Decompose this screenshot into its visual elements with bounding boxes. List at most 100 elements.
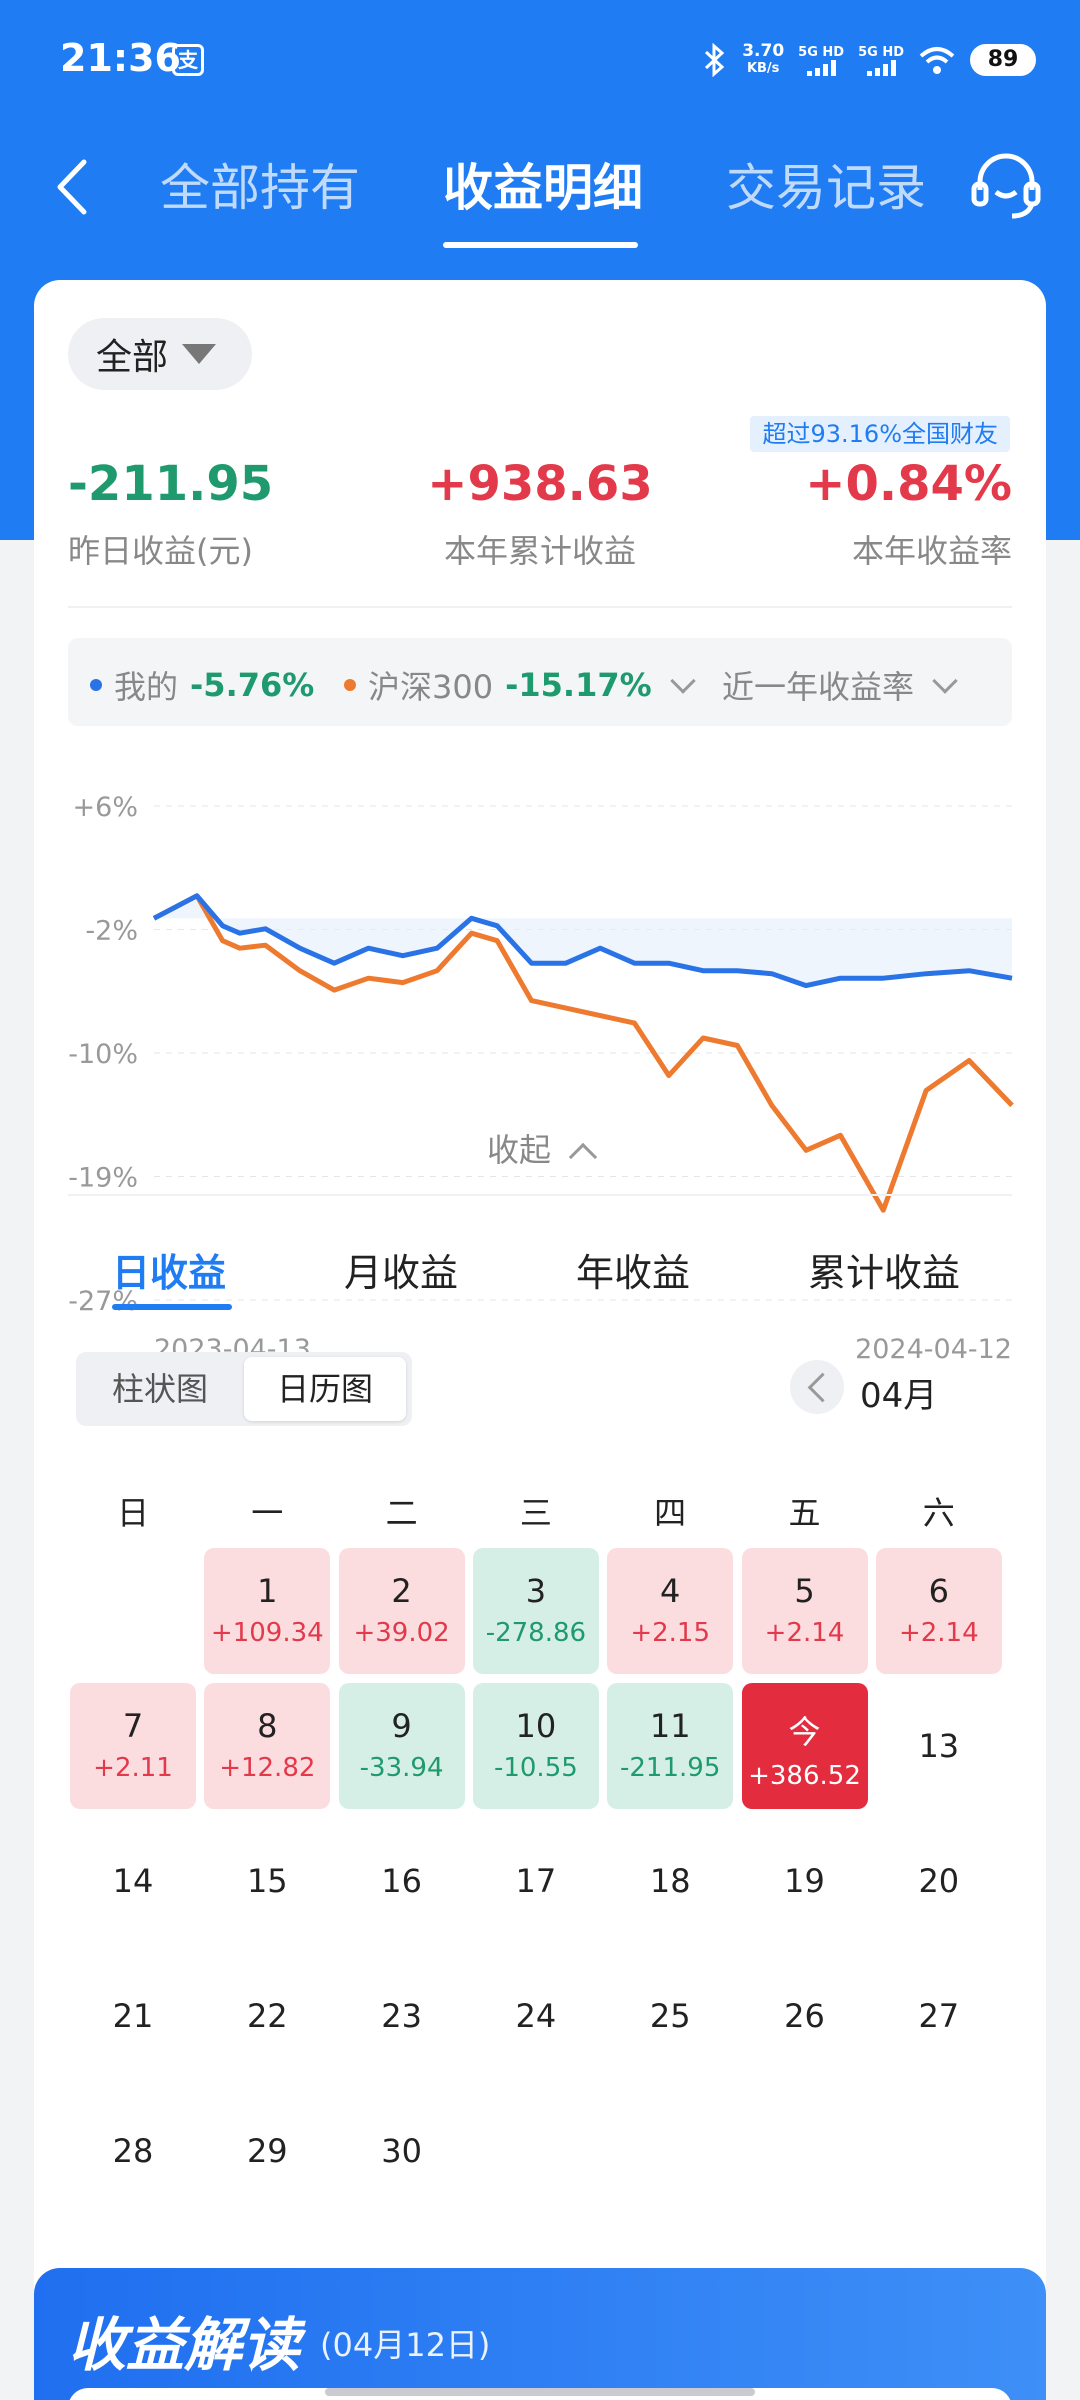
calendar-day[interactable]: 6 +2.14 <box>875 1548 1002 1674</box>
calendar-view-option[interactable]: 日历图 <box>244 1357 406 1421</box>
calendar-day-amount: +2.14 <box>898 1618 979 1648</box>
calendar-day[interactable]: 19 <box>742 1818 868 1944</box>
calendar-day[interactable]: 21 <box>70 1953 196 2079</box>
y-tick-label: -2% <box>85 916 138 947</box>
calendar-day[interactable]: 3 -278.86 <box>472 1548 599 1674</box>
rank-badge: 超过93.16%全国财友 <box>750 416 1010 452</box>
calendar-day[interactable]: 4 +2.15 <box>607 1548 734 1674</box>
calendar-day[interactable]: 16 <box>339 1818 465 1944</box>
sim2-signal-icon: 5G HD <box>858 45 904 76</box>
calendar-day-number: 2 <box>391 1572 412 1610</box>
customer-service-icon[interactable] <box>968 148 1044 224</box>
y-tick-label: -19% <box>68 1163 138 1194</box>
calendar-day[interactable]: 11 -211.95 <box>607 1683 734 1809</box>
calendar-day[interactable]: 5 +2.14 <box>741 1548 868 1674</box>
calendar-day-amount: +109.34 <box>210 1618 324 1648</box>
y-tick-label: +6% <box>73 792 138 823</box>
status-icons: 3.70 KB/s 5G HD 5G HD 89 <box>702 38 1036 82</box>
calendar-day[interactable]: 17 <box>473 1818 599 1944</box>
calendar-day[interactable]: 1 +109.34 <box>204 1548 331 1674</box>
tab-cumulative[interactable]: 累计收益 <box>808 1251 961 1295</box>
weekday-label: 一 <box>251 1494 284 1532</box>
calendar-day[interactable]: 2 +39.02 <box>338 1548 465 1674</box>
calendar-day[interactable]: 30 <box>339 2088 465 2214</box>
calendar-day-number: 9 <box>391 1707 412 1745</box>
comparison-bar: 我的 -5.76% 沪深300 -15.17% 近一年收益率 <box>68 638 1012 726</box>
legend-mine: 我的 -5.76% <box>90 662 314 708</box>
calendar-day[interactable]: 10 -10.55 <box>472 1683 599 1809</box>
calendar-day-number: 6 <box>928 1572 949 1610</box>
calendar-day[interactable]: 8 +12.82 <box>204 1683 331 1809</box>
earnings-interpretation-panel: 收益解读 (04月12日) <box>34 2268 1046 2400</box>
calendar-day-number: 22 <box>246 1997 288 2035</box>
calendar-day-number: 8 <box>257 1707 278 1745</box>
calendar-day-number: 14 <box>112 1862 154 1900</box>
mine-dot-icon <box>90 679 102 691</box>
calendar-day[interactable]: 7 +2.11 <box>70 1683 196 1809</box>
period-tab-indicator <box>112 1304 232 1310</box>
calendar-day[interactable]: 18 <box>607 1818 733 1944</box>
return-line-chart: +6%-2%-10%-19%-27% 2023-04-13 2024-04-12 <box>68 792 1014 1365</box>
weekday-label: 六 <box>922 1494 955 1532</box>
calendar-day[interactable]: 26 <box>742 1953 868 2079</box>
calendar-day-number: 29 <box>246 2132 288 2170</box>
tab-daily[interactable]: 日收益 <box>112 1251 227 1295</box>
interpretation-date: (04月12日) <box>320 2326 491 2364</box>
bluetooth-icon <box>705 43 725 77</box>
battery-icon: 89 <box>970 44 1036 76</box>
calendar-day[interactable]: 22 <box>204 1953 330 2079</box>
view-toggle: 柱状图 日历图 <box>76 1352 412 1426</box>
bar-view-option[interactable]: 柱状图 <box>111 1370 208 1408</box>
calendar-day[interactable]: 29 <box>204 2088 330 2214</box>
collapse-chart-button[interactable]: 收起 <box>34 1125 1046 1172</box>
account-filter-dropdown[interactable]: 全部 <box>68 318 252 390</box>
month-label: 04月 <box>860 1376 938 1416</box>
calendar-day[interactable]: 今 +386.52 <box>741 1683 868 1809</box>
chevron-up-icon <box>568 1142 598 1172</box>
calendar-day[interactable]: 13 <box>876 1683 1002 1809</box>
tab-transactions[interactable]: 交易记录 <box>726 159 926 217</box>
tab-yearly[interactable]: 年收益 <box>576 1251 691 1295</box>
calendar-day[interactable]: 28 <box>70 2088 196 2214</box>
calendar-day-number: 今 <box>788 1713 821 1751</box>
calendar-day[interactable]: 9 -33.94 <box>338 1683 465 1809</box>
calendar-day[interactable]: 23 <box>339 1953 465 2079</box>
top-nav: 全部持有 收益明细 交易记录 <box>0 130 1080 250</box>
mine-area <box>154 895 1012 986</box>
sim1-signal-icon: 5G HD <box>798 45 844 76</box>
calendar-day-amount: +12.82 <box>219 1753 316 1783</box>
chevron-down-icon <box>669 668 696 694</box>
calendar-day-number: 20 <box>918 1862 960 1900</box>
weekday-label: 日 <box>116 1494 149 1532</box>
calendar-day-number: 16 <box>381 1862 422 1900</box>
calendar-day-number: 1 <box>257 1572 278 1610</box>
calendar-day-number: 7 <box>122 1707 144 1745</box>
tab-all-holdings[interactable]: 全部持有 <box>160 159 360 217</box>
period-selector[interactable]: 近一年收益率 <box>722 662 958 708</box>
calendar-day[interactable]: 27 <box>876 1953 1002 2079</box>
interpretation-title: 收益解读 <box>68 2311 301 2379</box>
calendar-day-number: 13 <box>918 1727 960 1765</box>
calendar-day[interactable]: 24 <box>473 1953 599 2079</box>
calendar-day-number: 28 <box>112 2132 154 2170</box>
x-axis-end-label: 2024-04-12 <box>855 1334 1012 1365</box>
calendar-day[interactable]: 20 <box>876 1818 1002 1944</box>
status-bar: 21:36 支 3.70 KB/s 5G HD 5G HD 89 <box>0 0 1080 120</box>
home-indicator[interactable] <box>325 2388 755 2396</box>
calendar-day-amount: +2.15 <box>630 1618 711 1648</box>
calendar-day-number: 21 <box>112 1997 154 2035</box>
y-tick-label: -10% <box>68 1039 138 1070</box>
calendar-day-number: 18 <box>649 1862 691 1900</box>
weekday-label: 五 <box>788 1494 821 1532</box>
calendar-day[interactable]: 25 <box>607 1953 733 2079</box>
chevron-down-icon <box>932 668 958 694</box>
calendar-day[interactable]: 15 <box>204 1818 330 1944</box>
tab-monthly[interactable]: 月收益 <box>344 1251 459 1295</box>
calendar-day[interactable]: 14 <box>70 1818 196 1944</box>
calendar-day-number: 25 <box>649 1997 691 2035</box>
back-arrow-icon[interactable] <box>40 152 110 222</box>
benchmark-selector[interactable]: 沪深300 -15.17% <box>344 662 696 708</box>
year-return-rate: +0.84% 本年收益率 <box>805 456 1012 570</box>
prev-month-button[interactable] <box>790 1360 844 1414</box>
tab-earnings-detail[interactable]: 收益明细 <box>443 159 643 217</box>
